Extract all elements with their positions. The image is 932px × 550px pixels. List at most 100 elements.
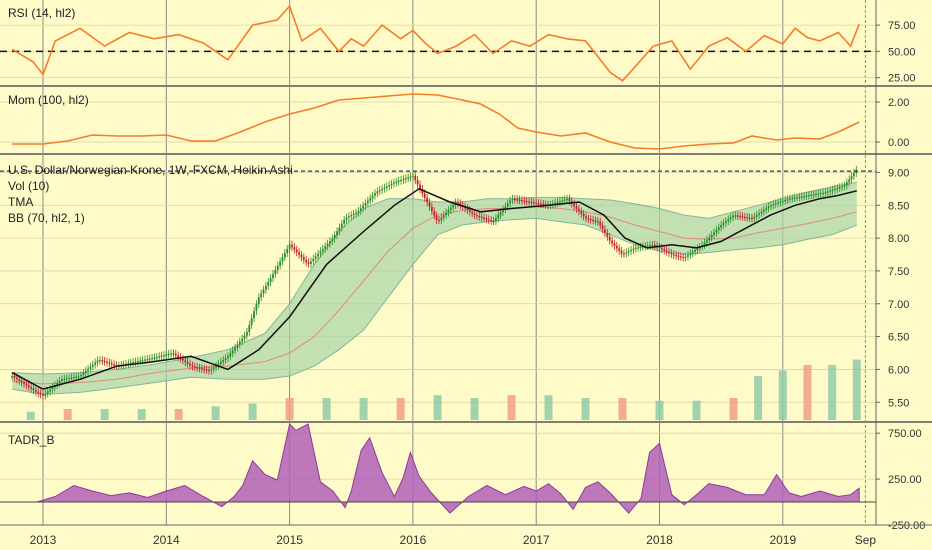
candle-body: [642, 246, 644, 248]
candle-body: [677, 255, 680, 257]
bollinger-indicator-label: BB (70, hl2, 1): [8, 211, 85, 225]
candle-body: [421, 188, 424, 194]
candle-body: [739, 215, 742, 218]
candle-body: [824, 192, 827, 194]
candle-body: [129, 362, 132, 364]
candle-body: [151, 358, 153, 360]
candle-body: [440, 217, 443, 221]
volume-bar: [359, 398, 368, 420]
candle-body: [568, 198, 571, 202]
candle-body: [559, 201, 561, 203]
candle-body: [615, 245, 618, 249]
candle-body: [774, 203, 777, 205]
candle-body: [831, 189, 834, 191]
candle-body: [492, 220, 495, 223]
candle-body: [478, 215, 481, 218]
candle-body: [80, 375, 82, 377]
candle-body: [189, 363, 191, 366]
y-axis-tick-labels: 75.00 50.00 25.00 2.00 0.00 9.00 8.50 8.00 7.50 7…: [876, 20, 925, 532]
candle-body: [516, 199, 519, 201]
candle-body: [426, 197, 429, 203]
candle-body: [51, 387, 54, 390]
x-tick-label: 2014: [153, 533, 180, 547]
x-tick-label: 2016: [400, 533, 427, 547]
candle-body: [101, 360, 104, 362]
x-axis-tick-labels: 2013 2014 2015 2016 2017 2018 2019 Sep: [30, 533, 877, 547]
candle-body: [96, 360, 99, 363]
candle-body: [319, 251, 322, 254]
candle-body: [535, 202, 538, 204]
candle-body: [753, 216, 756, 219]
candle-body: [781, 200, 784, 203]
candle-body: [364, 203, 367, 206]
candle-body: [741, 216, 744, 218]
candle-body: [338, 227, 341, 232]
price-tick-label: 7.00: [888, 299, 909, 311]
candle-body: [61, 379, 63, 381]
tadr-tick-label: -250.00: [888, 520, 925, 532]
candle-body: [540, 203, 542, 205]
candle-body: [838, 187, 841, 189]
volume-bar: [655, 400, 664, 420]
momentum-panel-label: Mom (100, hl2): [8, 93, 89, 107]
candle-body: [573, 203, 576, 207]
candle-body: [283, 253, 286, 258]
candle-body: [347, 216, 350, 218]
candle-body: [582, 213, 585, 217]
candle-body: [817, 193, 820, 195]
candle-body: [39, 393, 42, 395]
candle-body: [585, 216, 587, 219]
candle-body: [713, 232, 715, 236]
candle-body: [186, 362, 189, 364]
candle-body: [494, 218, 497, 222]
candle-body: [274, 269, 277, 275]
candle-body: [198, 367, 201, 369]
candle-body: [42, 394, 44, 396]
volume-bar: [692, 400, 701, 420]
volume-bar: [396, 398, 405, 420]
candle-body: [613, 243, 616, 246]
candle-body: [691, 251, 694, 254]
candle-body: [395, 181, 398, 183]
candle-body: [632, 248, 635, 250]
candle-body: [146, 359, 149, 361]
candle-body: [388, 185, 391, 187]
price-tick-label: 7.50: [888, 266, 909, 278]
candle-body: [350, 215, 353, 217]
candle-body: [37, 391, 40, 394]
candle-body: [423, 193, 426, 198]
candle-body: [646, 245, 649, 247]
candle-body: [144, 359, 146, 361]
candle-body: [748, 217, 751, 219]
candle-body: [708, 237, 711, 241]
candle-body: [511, 198, 514, 201]
candle-body: [49, 389, 52, 392]
momentum-panel: Mom (100, hl2): [0, 93, 876, 150]
candle-body: [321, 248, 324, 252]
candle-body: [810, 194, 813, 196]
candle-body: [34, 390, 37, 392]
candle-body: [556, 202, 559, 204]
candle-body: [331, 238, 334, 242]
candle-body: [554, 202, 557, 205]
candle-body: [442, 215, 445, 218]
candle-body: [46, 391, 49, 394]
candle-body: [153, 357, 156, 359]
candle-body: [222, 360, 225, 362]
candle-body: [696, 248, 699, 251]
candle-body: [231, 350, 234, 354]
candle-body: [850, 176, 853, 180]
candle-body: [623, 253, 625, 255]
candle-body: [634, 247, 637, 249]
candle-body: [727, 219, 730, 222]
candle-body: [359, 208, 362, 211]
candle-body: [376, 191, 379, 194]
candle-body: [279, 261, 282, 266]
candle-body: [87, 368, 89, 371]
volume-bar: [778, 370, 787, 420]
volume-bar: [322, 398, 331, 420]
candle-body: [793, 197, 796, 199]
candle-body: [89, 366, 92, 369]
candle-body: [770, 205, 772, 207]
volume-bar: [852, 359, 861, 420]
